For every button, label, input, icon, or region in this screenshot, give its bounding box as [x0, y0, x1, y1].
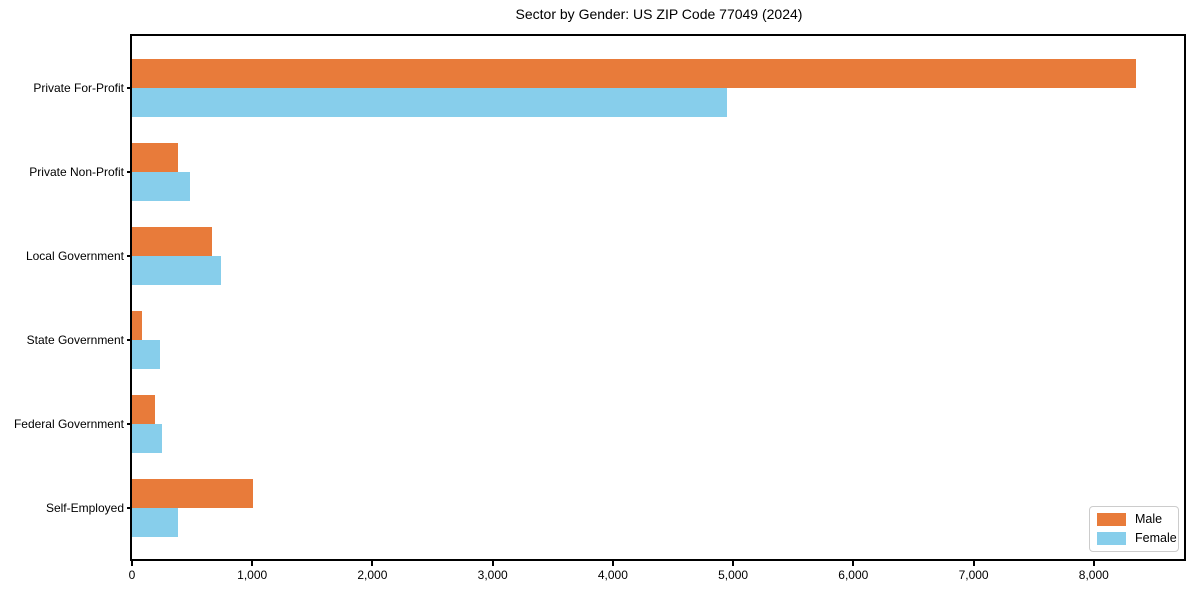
x-tick-label-3000: 3,000 [477, 568, 508, 582]
x-tick-label-2000: 2,000 [357, 568, 388, 582]
bars-container [132, 36, 1184, 559]
plot-area: Male Female [130, 34, 1186, 561]
legend-item-male: Male [1097, 513, 1170, 526]
x-tick-mark [972, 561, 975, 566]
x-tick-mark [611, 561, 614, 566]
legend-item-female: Female [1097, 532, 1177, 545]
x-tick-mark [1092, 561, 1095, 566]
y-tick-label-private-for-profit: Private For-Profit [33, 81, 124, 95]
x-tick-label-4000: 4,000 [597, 568, 628, 582]
bar-female-state-government [132, 340, 161, 369]
bar-female-private-for-profit [132, 88, 728, 117]
x-tick-mark [491, 561, 494, 566]
x-tick-label-0: 0 [128, 568, 136, 582]
bar-male-local-government [132, 227, 212, 256]
bar-female-local-government [132, 256, 221, 285]
x-tick-label-5000: 5,000 [718, 568, 749, 582]
x-tick-label-1000: 1,000 [237, 568, 268, 582]
y-tick-label-local-government: Local Government [25, 249, 124, 263]
x-tick-label-8000: 8,000 [1078, 568, 1109, 582]
y-tick-mark [127, 339, 132, 341]
bar-male-private-for-profit [132, 59, 1136, 88]
bar-female-self-employed [132, 508, 178, 537]
x-tick-label-6000: 6,000 [838, 568, 869, 582]
bar-male-federal-government [132, 395, 156, 424]
y-tick-label-federal-government: Federal Government [13, 417, 124, 431]
legend-label-male: Male [1135, 512, 1163, 526]
legend: Male Female [1089, 506, 1179, 552]
x-tick-mark [251, 561, 254, 566]
x-tick-mark [852, 561, 855, 566]
y-tick-mark [127, 171, 132, 173]
legend-label-female: Female [1135, 531, 1177, 545]
x-tick-mark [732, 561, 735, 566]
bar-male-private-non-profit [132, 143, 178, 172]
bar-male-self-employed [132, 479, 253, 508]
y-tick-mark [127, 507, 132, 509]
y-tick-mark [127, 87, 132, 89]
x-tick-mark [131, 561, 133, 566]
bar-female-federal-government [132, 424, 162, 453]
female-legend-swatch [1097, 532, 1126, 545]
x-tick-label-7000: 7,000 [958, 568, 989, 582]
male-legend-swatch [1097, 513, 1126, 526]
bar-female-private-non-profit [132, 172, 190, 201]
y-tick-mark [127, 423, 132, 425]
y-tick-label-self-employed: Self-Employed [45, 501, 124, 515]
bar-male-state-government [132, 311, 143, 340]
chart-title: Sector by Gender: US ZIP Code 77049 (202… [515, 6, 803, 22]
y-tick-mark [127, 255, 132, 257]
y-tick-label-state-government: State Government [26, 333, 124, 347]
x-tick-mark [371, 561, 374, 566]
y-tick-label-private-non-profit: Private Non-Profit [29, 165, 124, 179]
